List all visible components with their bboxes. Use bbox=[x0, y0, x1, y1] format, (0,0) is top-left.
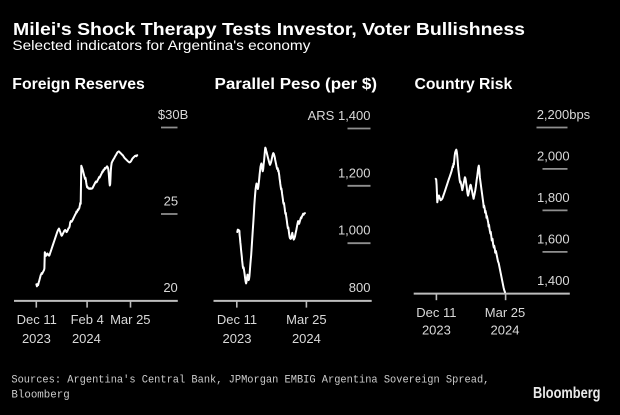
svg-text:Bloomberg: Bloomberg bbox=[11, 390, 69, 402]
svg-text:$30B: $30B bbox=[158, 107, 188, 122]
svg-text:Mar 25: Mar 25 bbox=[286, 312, 326, 327]
svg-text:Dec 11: Dec 11 bbox=[217, 312, 257, 327]
svg-text:2024: 2024 bbox=[72, 331, 101, 346]
svg-text:ARS 1,400: ARS 1,400 bbox=[308, 108, 371, 123]
svg-text:Feb 4: Feb 4 bbox=[71, 312, 104, 327]
svg-text:2,000: 2,000 bbox=[537, 148, 570, 163]
svg-text:Milei's Shock Therapy Tests In: Milei's Shock Therapy Tests Investor, Vo… bbox=[13, 19, 525, 39]
svg-text:Mar 25: Mar 25 bbox=[110, 312, 150, 327]
svg-text:1,000: 1,000 bbox=[338, 223, 371, 238]
svg-text:1,200: 1,200 bbox=[338, 165, 371, 180]
svg-text:Dec 11: Dec 11 bbox=[17, 312, 57, 327]
svg-text:Country Risk: Country Risk bbox=[415, 76, 513, 93]
svg-text:800: 800 bbox=[349, 280, 371, 295]
svg-text:2023: 2023 bbox=[22, 331, 51, 346]
svg-text:2023: 2023 bbox=[223, 331, 252, 346]
svg-text:20: 20 bbox=[163, 280, 177, 295]
svg-text:Foreign Reserves: Foreign Reserves bbox=[12, 76, 145, 93]
svg-text:Selected indicators for Argent: Selected indicators for Argentina's econ… bbox=[12, 38, 310, 53]
svg-text:1,600: 1,600 bbox=[537, 231, 570, 246]
svg-text:Mar 25: Mar 25 bbox=[485, 305, 525, 320]
svg-text:Sources: Argentina's Central B: Sources: Argentina's Central Bank, JPMor… bbox=[11, 374, 489, 386]
svg-text:2024: 2024 bbox=[292, 331, 321, 346]
svg-text:2,200bps: 2,200bps bbox=[537, 107, 591, 122]
svg-text:Bloomberg: Bloomberg bbox=[533, 385, 601, 402]
svg-text:25: 25 bbox=[164, 194, 178, 209]
svg-text:Parallel Peso (per $): Parallel Peso (per $) bbox=[215, 76, 378, 93]
svg-text:2023: 2023 bbox=[422, 323, 451, 338]
svg-text:Dec 11: Dec 11 bbox=[416, 305, 456, 320]
svg-text:2024: 2024 bbox=[491, 323, 520, 338]
svg-text:1,800: 1,800 bbox=[537, 190, 570, 205]
svg-text:1,400: 1,400 bbox=[537, 273, 570, 288]
